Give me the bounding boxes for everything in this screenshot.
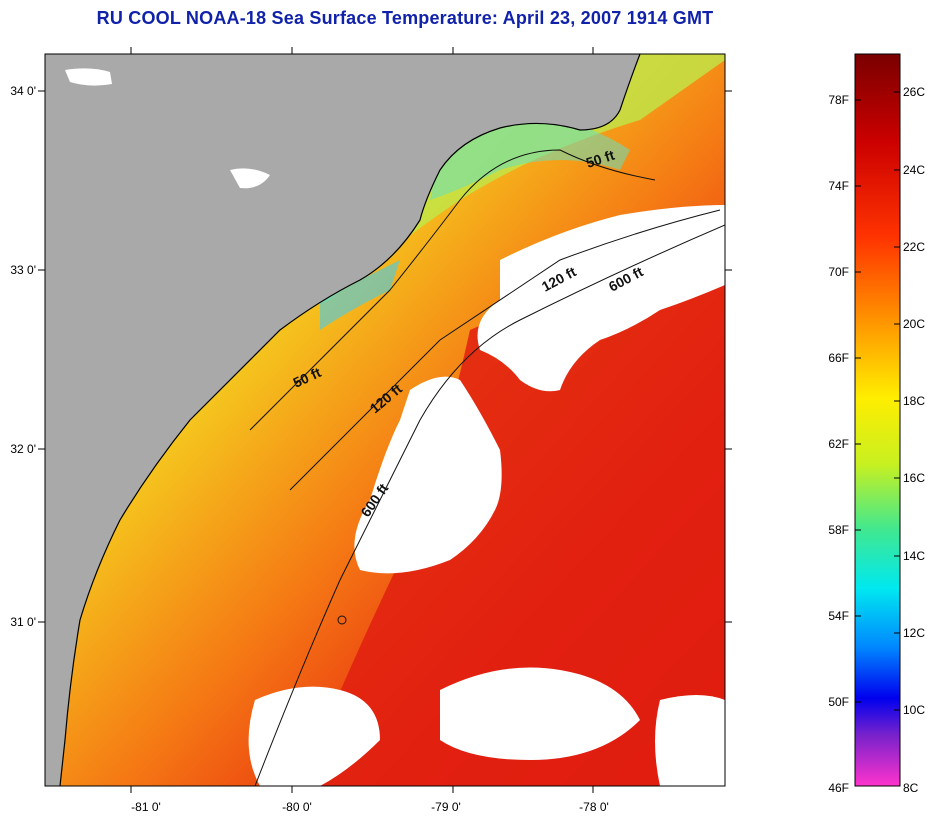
colorbar-label-c: 12C	[903, 626, 925, 640]
colorbar-label-f: 54F	[828, 609, 849, 623]
lat-label: 31 0'	[10, 615, 36, 629]
colorbar-label-c: 8C	[903, 781, 919, 795]
colorbar-label-f: 66F	[828, 351, 849, 365]
colorbar-label-f: 62F	[828, 437, 849, 451]
lat-label: 32 0'	[10, 442, 36, 456]
cloud-cover	[65, 68, 112, 86]
cloud-cover	[440, 667, 640, 760]
colorbar-scale	[854, 53, 901, 787]
colorbar-label-c: 20C	[903, 317, 925, 331]
colorbar-label-c: 18C	[903, 394, 925, 408]
buoy-marker	[337, 615, 347, 625]
latitude-axis: 34 0' 33 0' 32 0' 31 0'	[10, 84, 732, 629]
cloud-cover	[354, 376, 502, 574]
lon-label: -81 0'	[131, 800, 161, 814]
colorbar-label-c: 14C	[903, 549, 925, 563]
colorbar-label-f: 74F	[828, 179, 849, 193]
map-area	[45, 54, 725, 786]
isobath-600ft	[254, 224, 725, 786]
colorbar-label-c: 16C	[903, 471, 925, 485]
lon-label: -78 0'	[579, 800, 609, 814]
longitude-axis: -81 0' -80 0' -79 0' -78 0'	[130, 47, 609, 814]
fahrenheit-ticks: 78F 74F 70F 66F 62F 58F 54F 50F 46F	[828, 93, 861, 795]
colorbar-label-c: 22C	[903, 240, 925, 254]
lat-label: 34 0'	[10, 84, 36, 98]
coastline	[59, 54, 641, 786]
colorbar-label-c: 24C	[903, 163, 925, 177]
isobath-120ft	[289, 209, 721, 491]
map-frame	[44, 53, 726, 787]
colorbar-label-f: 50F	[828, 695, 849, 709]
celsius-ticks: 26C 24C 22C 20C 18C 16C 14C 12C 10C 8C	[894, 85, 925, 795]
cloud-cover	[477, 205, 725, 392]
colorbar-label-c: 10C	[903, 703, 925, 717]
colorbar-label-c: 26C	[903, 85, 925, 99]
colorbar-label-f: 70F	[828, 265, 849, 279]
lon-label: -79 0'	[431, 800, 461, 814]
lon-label: -80 0'	[282, 800, 312, 814]
colorbar-label-f: 78F	[828, 93, 849, 107]
land	[45, 54, 640, 786]
lat-label: 33 0'	[10, 263, 36, 277]
colorbar-label-f: 58F	[828, 523, 849, 537]
isobath-50ft	[249, 149, 656, 431]
cloud-cover	[655, 695, 725, 786]
temperature-colorbar: 78F 74F 70F 66F 62F 58F 54F 50F 46F 26C …	[828, 53, 925, 795]
gulf-stream	[300, 270, 725, 786]
map-title: RU COOL NOAA-18 Sea Surface Temperature:…	[96, 8, 714, 28]
cool-patch	[430, 120, 630, 200]
cloud-cover	[248, 686, 380, 786]
cool-patch	[320, 260, 400, 330]
colorbar-label-f: 46F	[828, 781, 849, 795]
cloud-cover	[230, 168, 270, 189]
